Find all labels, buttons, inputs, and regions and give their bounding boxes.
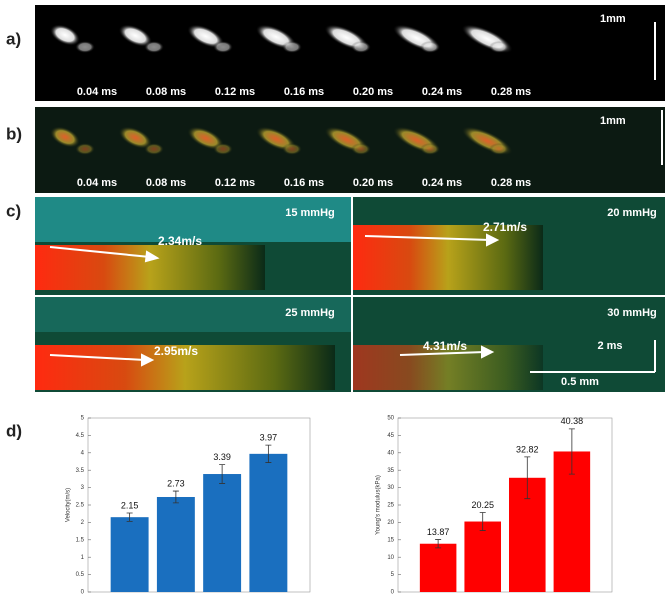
y-tick-label: 2.5 [76,503,85,509]
y-tick-label: 5 [391,572,395,578]
frame-label: 0.16 ms [284,86,324,98]
frame-label: 0.12 ms [215,177,255,189]
y-tick-label: 10 [387,555,394,561]
value-label: 2.15 [121,500,139,510]
frame-blob [420,143,440,155]
frame-label: 0.24 ms [422,86,462,98]
y-tick-label: 2 [81,520,85,526]
scale-label: 1mm [600,13,626,25]
figure: a) b) c) d) 0.04 ms 0.08 ms 0.12 ms 0.16 ms 0.20… [0,0,670,600]
y-tick-label: 25 [387,503,394,509]
pressure-label: 15 mmHg [285,207,335,219]
value-label: 13.87 [427,527,450,537]
frame-blob [489,41,509,53]
frame-label: 0.04 ms [77,86,117,98]
y-tick-label: 1 [81,555,85,561]
image-strip [35,5,665,101]
scale-label: 2 ms [597,340,622,352]
frame-label: 0.28 ms [491,86,531,98]
value-label: 32.82 [516,444,539,454]
value-label: 20.25 [471,500,494,510]
y-tick-label: 20 [387,520,394,526]
y-tick-label: 40 [387,450,394,456]
frame-blob [75,143,95,155]
panel-label: c) [6,201,21,220]
y-tick-label: 1.5 [76,537,85,543]
frame-label: 0.08 ms [146,86,186,98]
frame-blob [144,41,164,53]
frame-blob [420,41,440,53]
y-tick-label: 30 [387,485,394,491]
value-label: 40.38 [561,416,584,426]
panel-label: b) [6,124,22,143]
velocity-label: 2.95m/s [154,344,198,358]
scale-label: 0.5 mm [561,376,599,388]
pressure-label: 25 mmHg [285,307,335,319]
frame-blob [489,143,509,155]
y-tick-label: 0 [81,590,85,596]
frame-label: 0.24 ms [422,177,462,189]
bar [157,497,195,592]
pressure-label: 30 mmHg [607,307,657,319]
flow-band [353,225,543,290]
bar [420,544,457,592]
panel-label: d) [6,421,22,440]
frame-blob [144,143,164,155]
y-tick-label: 35 [387,468,394,474]
y-axis-label: Velocity(m/s) [66,488,72,522]
frame-blob [351,41,371,53]
bar [111,517,149,592]
frame-blob [351,143,371,155]
frame-label: 0.20 ms [353,177,393,189]
y-tick-label: 5 [81,416,85,422]
frame-label: 0.16 ms [284,177,324,189]
frame-label: 0.08 ms [146,177,186,189]
frame-label: 0.20 ms [353,86,393,98]
y-tick-label: 4 [81,450,85,456]
bar [249,454,287,592]
value-label: 3.39 [213,452,231,462]
y-tick-label: 0.5 [76,572,85,578]
frame-blob [213,143,233,155]
y-axis-label: Young's modulus(kPa) [376,475,382,535]
frame-blob [75,41,95,53]
bar [203,474,241,592]
value-label: 2.73 [167,478,185,488]
frame-label: 0.28 ms [491,177,531,189]
velocity-label: 2.34m/s [158,234,202,248]
y-tick-label: 15 [387,537,394,543]
velocity-label: 2.71m/s [483,220,527,234]
frame-blob [213,41,233,53]
frame-label: 0.04 ms [77,177,117,189]
pressure-label: 20 mmHg [607,207,657,219]
panel-label: a) [6,29,21,48]
velocity-label: 4.31m/s [423,339,467,353]
frame-blob [282,143,302,155]
value-label: 3.97 [260,433,278,443]
y-tick-label: 0 [391,590,395,596]
frame-blob [282,41,302,53]
y-tick-label: 50 [387,416,394,422]
y-tick-label: 4.5 [76,433,85,439]
flow-band [35,245,265,290]
frame-label: 0.12 ms [215,86,255,98]
y-tick-label: 3 [81,485,85,491]
y-tick-label: 45 [387,433,394,439]
bar [464,522,501,592]
scale-label: 1mm [600,115,626,127]
y-tick-label: 3.5 [76,468,85,474]
